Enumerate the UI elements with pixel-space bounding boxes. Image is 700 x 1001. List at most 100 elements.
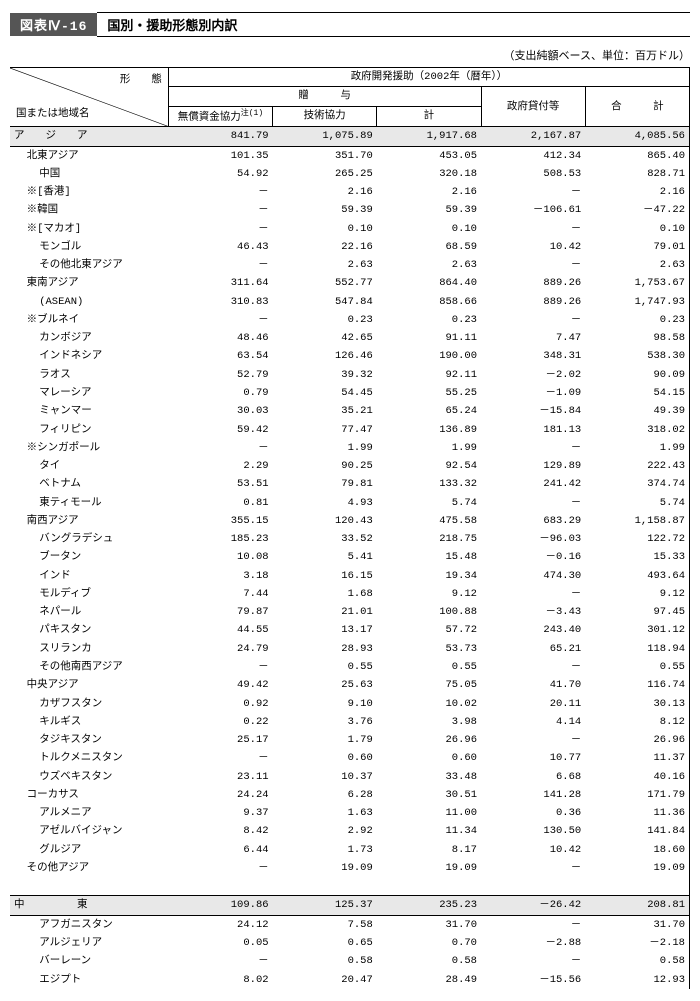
cell: 841.79: [168, 127, 272, 146]
cell: 25.17: [168, 731, 272, 749]
cell: 5.74: [585, 494, 689, 512]
cell: 0.58: [273, 952, 377, 970]
cell: 53.73: [377, 640, 481, 658]
cell: －96.03: [481, 530, 585, 548]
cell: 1.99: [585, 439, 689, 457]
table-row: タジキスタン25.171.7926.96－26.96: [10, 731, 690, 749]
row-name: モンゴル: [10, 238, 168, 256]
row-name: トルクメニスタン: [10, 749, 168, 767]
cell: 92.54: [377, 457, 481, 475]
cell: 136.89: [377, 421, 481, 439]
cell: －0.16: [481, 548, 585, 566]
cell: 208.81: [585, 896, 689, 915]
cell: 31.70: [377, 915, 481, 934]
cell: 2.63: [273, 256, 377, 274]
unit-note: （支出純額ベース、単位：百万ドル）: [10, 47, 690, 63]
cell: －: [168, 658, 272, 676]
cell: 218.75: [377, 530, 481, 548]
cell: 1.99: [273, 439, 377, 457]
cell: 1.63: [273, 804, 377, 822]
cell: 19.09: [273, 859, 377, 877]
table-row: その他南西アジア－0.550.55－0.55: [10, 658, 690, 676]
table-row: コーカサス24.246.2830.51141.28171.79: [10, 786, 690, 804]
cell: 100.88: [377, 603, 481, 621]
row-name: 南西アジア: [10, 512, 168, 530]
cell: 181.13: [481, 421, 585, 439]
cell: 98.58: [585, 329, 689, 347]
row-name: ラオス: [10, 366, 168, 384]
cell: －3.43: [481, 603, 585, 621]
table-row: ※[マカオ]－0.100.10－0.10: [10, 220, 690, 238]
row-name: アルメニア: [10, 804, 168, 822]
cell: 10.08: [168, 548, 272, 566]
cell: 0.60: [377, 749, 481, 767]
cell: －2.88: [481, 934, 585, 952]
cell: 4,085.56: [585, 127, 689, 146]
table-row: ブータン10.085.4115.48－0.1615.33: [10, 548, 690, 566]
table-row: モンゴル46.4322.1668.5910.4279.01: [10, 238, 690, 256]
cell: 374.74: [585, 475, 689, 493]
cell: 864.40: [377, 274, 481, 292]
table-row: パキスタン44.5513.1757.72243.40301.12: [10, 621, 690, 639]
cell: －: [481, 658, 585, 676]
cell: 25.63: [273, 676, 377, 694]
cell: 65.24: [377, 402, 481, 420]
cell: 33.48: [377, 768, 481, 786]
cell: 5.74: [377, 494, 481, 512]
cell: 49.39: [585, 402, 689, 420]
cell: 92.11: [377, 366, 481, 384]
cell: 41.70: [481, 676, 585, 694]
table-row: アルメニア9.371.6311.000.3611.36: [10, 804, 690, 822]
cell: 46.43: [168, 238, 272, 256]
cell: 8.42: [168, 822, 272, 840]
table-row: 南西アジア355.15120.43475.58683.291,158.87: [10, 512, 690, 530]
header-loans: 政府貸付等: [481, 87, 585, 127]
table-row: ウズベキスタン23.1110.3733.486.6840.16: [10, 768, 690, 786]
table-row: バングラデシュ185.2333.52218.75－96.03122.72: [10, 530, 690, 548]
table-row: グルジア6.441.738.1710.4218.60: [10, 841, 690, 859]
cell: 21.01: [273, 603, 377, 621]
cell: 35.21: [273, 402, 377, 420]
table-row: 中央アジア49.4225.6375.0541.70116.74: [10, 676, 690, 694]
row-name: ※ブルネイ: [10, 311, 168, 329]
cell: 538.30: [585, 347, 689, 365]
cell: 24.79: [168, 640, 272, 658]
row-name: モルディブ: [10, 585, 168, 603]
row-name: ネパール: [10, 603, 168, 621]
cell: 1,158.87: [585, 512, 689, 530]
cell: －: [481, 952, 585, 970]
cell: 265.25: [273, 165, 377, 183]
cell: 0.58: [377, 952, 481, 970]
table-row: ※ブルネイ－0.230.23－0.23: [10, 311, 690, 329]
cell: 0.23: [585, 311, 689, 329]
cell: 10.77: [481, 749, 585, 767]
table-header: 形 態 国または地域名 政府開発援助（2002年（暦年）） 贈 与 政府貸付等 …: [10, 68, 690, 127]
cell: 0.70: [377, 934, 481, 952]
cell: 4.93: [273, 494, 377, 512]
cell: 26.96: [585, 731, 689, 749]
cell: 42.65: [273, 329, 377, 347]
row-name: カンボジア: [10, 329, 168, 347]
row-name: ※韓国: [10, 201, 168, 219]
cell: 79.01: [585, 238, 689, 256]
header-col2: 技術協力: [273, 106, 377, 127]
row-name: アゼルバイジャン: [10, 822, 168, 840]
cell: 79.81: [273, 475, 377, 493]
cell: 7.47: [481, 329, 585, 347]
cell: 11.34: [377, 822, 481, 840]
header-grants: 贈 与: [168, 87, 481, 106]
cell: －: [168, 859, 272, 877]
cell: 508.53: [481, 165, 585, 183]
cell: 453.05: [377, 146, 481, 165]
cell: 33.52: [273, 530, 377, 548]
cell: －: [481, 220, 585, 238]
cell: －: [481, 311, 585, 329]
cell: 129.89: [481, 457, 585, 475]
cell: 683.29: [481, 512, 585, 530]
row-name: 東南アジア: [10, 274, 168, 292]
cell: 30.51: [377, 786, 481, 804]
cell: 9.12: [377, 585, 481, 603]
cell: －2.18: [585, 934, 689, 952]
cell: 6.28: [273, 786, 377, 804]
cell: 171.79: [585, 786, 689, 804]
